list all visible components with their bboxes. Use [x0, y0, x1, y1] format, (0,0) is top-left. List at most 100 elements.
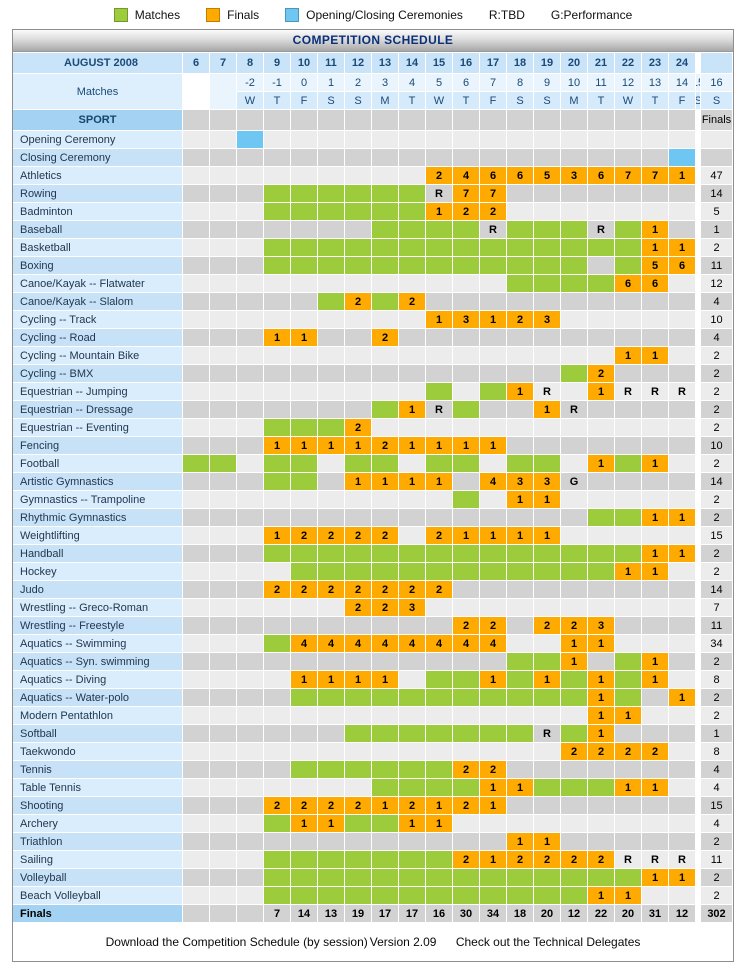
empty-cell [426, 617, 452, 634]
empty-cell [237, 671, 263, 688]
empty-cell [183, 347, 209, 364]
empty-cell [615, 437, 641, 454]
matches-cell [453, 491, 479, 508]
sport-label: Canoe/Kayak -- Slalom [13, 293, 182, 310]
empty-cell [372, 275, 398, 292]
daily-total-cell: 31 [642, 905, 668, 922]
empty-cell [210, 689, 236, 706]
header-matches-row: Matches-2-1012345678910111213141516WTFSS… [13, 74, 733, 109]
tbd-cell: R [642, 851, 668, 868]
finals-count-cell: 1 [345, 671, 371, 688]
empty-cell [588, 203, 614, 220]
empty-cell [588, 581, 614, 598]
matches-cell [264, 869, 290, 886]
schedule-row: Boxing 5 6 11 [13, 257, 733, 274]
matches-cell [507, 887, 533, 904]
empty-cell [669, 797, 695, 814]
matches-cell [372, 401, 398, 418]
empty-cell [669, 581, 695, 598]
finals-count-cell: 1 [507, 383, 533, 400]
finals-count-cell: 2 [426, 167, 452, 184]
finals-total-cell: 1 [701, 221, 732, 238]
empty-cell [318, 311, 344, 328]
matches-cell [534, 275, 560, 292]
finals-count-cell: 1 [399, 437, 425, 454]
empty-cell [291, 779, 317, 796]
finals-total-cell: 2 [701, 455, 732, 472]
finals-total-cell: 2 [701, 653, 732, 670]
technical-delegates-link[interactable]: Check out the Technical Delegates [455, 935, 641, 949]
empty-cell [588, 833, 614, 850]
matches-cell [345, 815, 371, 832]
finals-count-cell: 1 [642, 653, 668, 670]
finals-count-cell: 2 [480, 761, 506, 778]
schedule-row: Closing Ceremony [13, 149, 733, 166]
finals-total-cell: 2 [701, 239, 732, 256]
matches-cell [372, 815, 398, 832]
matches-cell [561, 221, 587, 238]
schedule-row: Table Tennis 1 1 1 1 4 [13, 779, 733, 796]
empty-cell [264, 779, 290, 796]
weekday-cell: T [399, 92, 425, 109]
schedule-row: Rhythmic Gymnastics 1 1 2 [13, 509, 733, 526]
sport-label: Softball [13, 725, 182, 742]
finals-total-cell: 2 [701, 401, 732, 418]
matches-cell [507, 545, 533, 562]
finals-count-cell: 2 [426, 581, 452, 598]
finals-total-cell: 14 [701, 581, 732, 598]
empty-cell [588, 473, 614, 490]
empty-cell [642, 491, 668, 508]
finals-count-cell: 4 [426, 635, 452, 652]
finals-count-cell: 1 [318, 671, 344, 688]
empty-cell [507, 707, 533, 724]
empty-cell [318, 725, 344, 742]
empty-cell [318, 131, 344, 148]
empty-cell [399, 671, 425, 688]
match-day-cell: 9 [534, 74, 560, 91]
matches-cell [615, 257, 641, 274]
empty-cell [345, 509, 371, 526]
empty-cell [507, 401, 533, 418]
empty-cell [507, 797, 533, 814]
matches-cell [264, 203, 290, 220]
empty-cell [507, 203, 533, 220]
match-day-cell: 1 [318, 74, 344, 91]
legend-finals: Finals [206, 8, 259, 22]
finals-count-cell: 4 [480, 473, 506, 490]
finals-count-cell: 6 [615, 275, 641, 292]
empty-cell [291, 347, 317, 364]
finals-count-cell: 1 [642, 455, 668, 472]
sport-label: Handball [13, 545, 182, 562]
empty-cell [480, 509, 506, 526]
empty-cell [588, 599, 614, 616]
sport-header-cell [426, 110, 452, 130]
schedule-row: Triathlon 1 1 2 [13, 833, 733, 850]
schedule-row: Artistic Gymnastics 1 1 1 1 4 3 3 G 14 [13, 473, 733, 490]
matches-cell [561, 671, 587, 688]
matches-cell [345, 545, 371, 562]
empty-cell [426, 347, 452, 364]
matches-cell [507, 725, 533, 742]
sport-header-cell [399, 110, 425, 130]
empty-cell [318, 383, 344, 400]
matches-swatch-icon [113, 8, 128, 22]
matches-cell [588, 545, 614, 562]
empty-cell [210, 311, 236, 328]
finals-count-cell: 2 [453, 203, 479, 220]
weekday-cell: M [372, 92, 398, 109]
matches-cell [345, 563, 371, 580]
matches-cell [615, 455, 641, 472]
finals-count-cell: 1 [669, 509, 695, 526]
tbd-cell: R [426, 401, 452, 418]
match-day-cell: 5 [426, 74, 452, 91]
sport-header-cell [183, 110, 209, 130]
empty-cell [669, 725, 695, 742]
finals-count-cell: 2 [318, 527, 344, 544]
empty-cell [642, 203, 668, 220]
daily-total-cell: 34 [480, 905, 506, 922]
empty-cell [264, 491, 290, 508]
empty-cell [237, 725, 263, 742]
finals-count-cell: 1 [291, 671, 317, 688]
finals-total-cell: 10 [701, 437, 732, 454]
download-schedule-link[interactable]: Download the Competition Schedule (by se… [105, 935, 368, 949]
